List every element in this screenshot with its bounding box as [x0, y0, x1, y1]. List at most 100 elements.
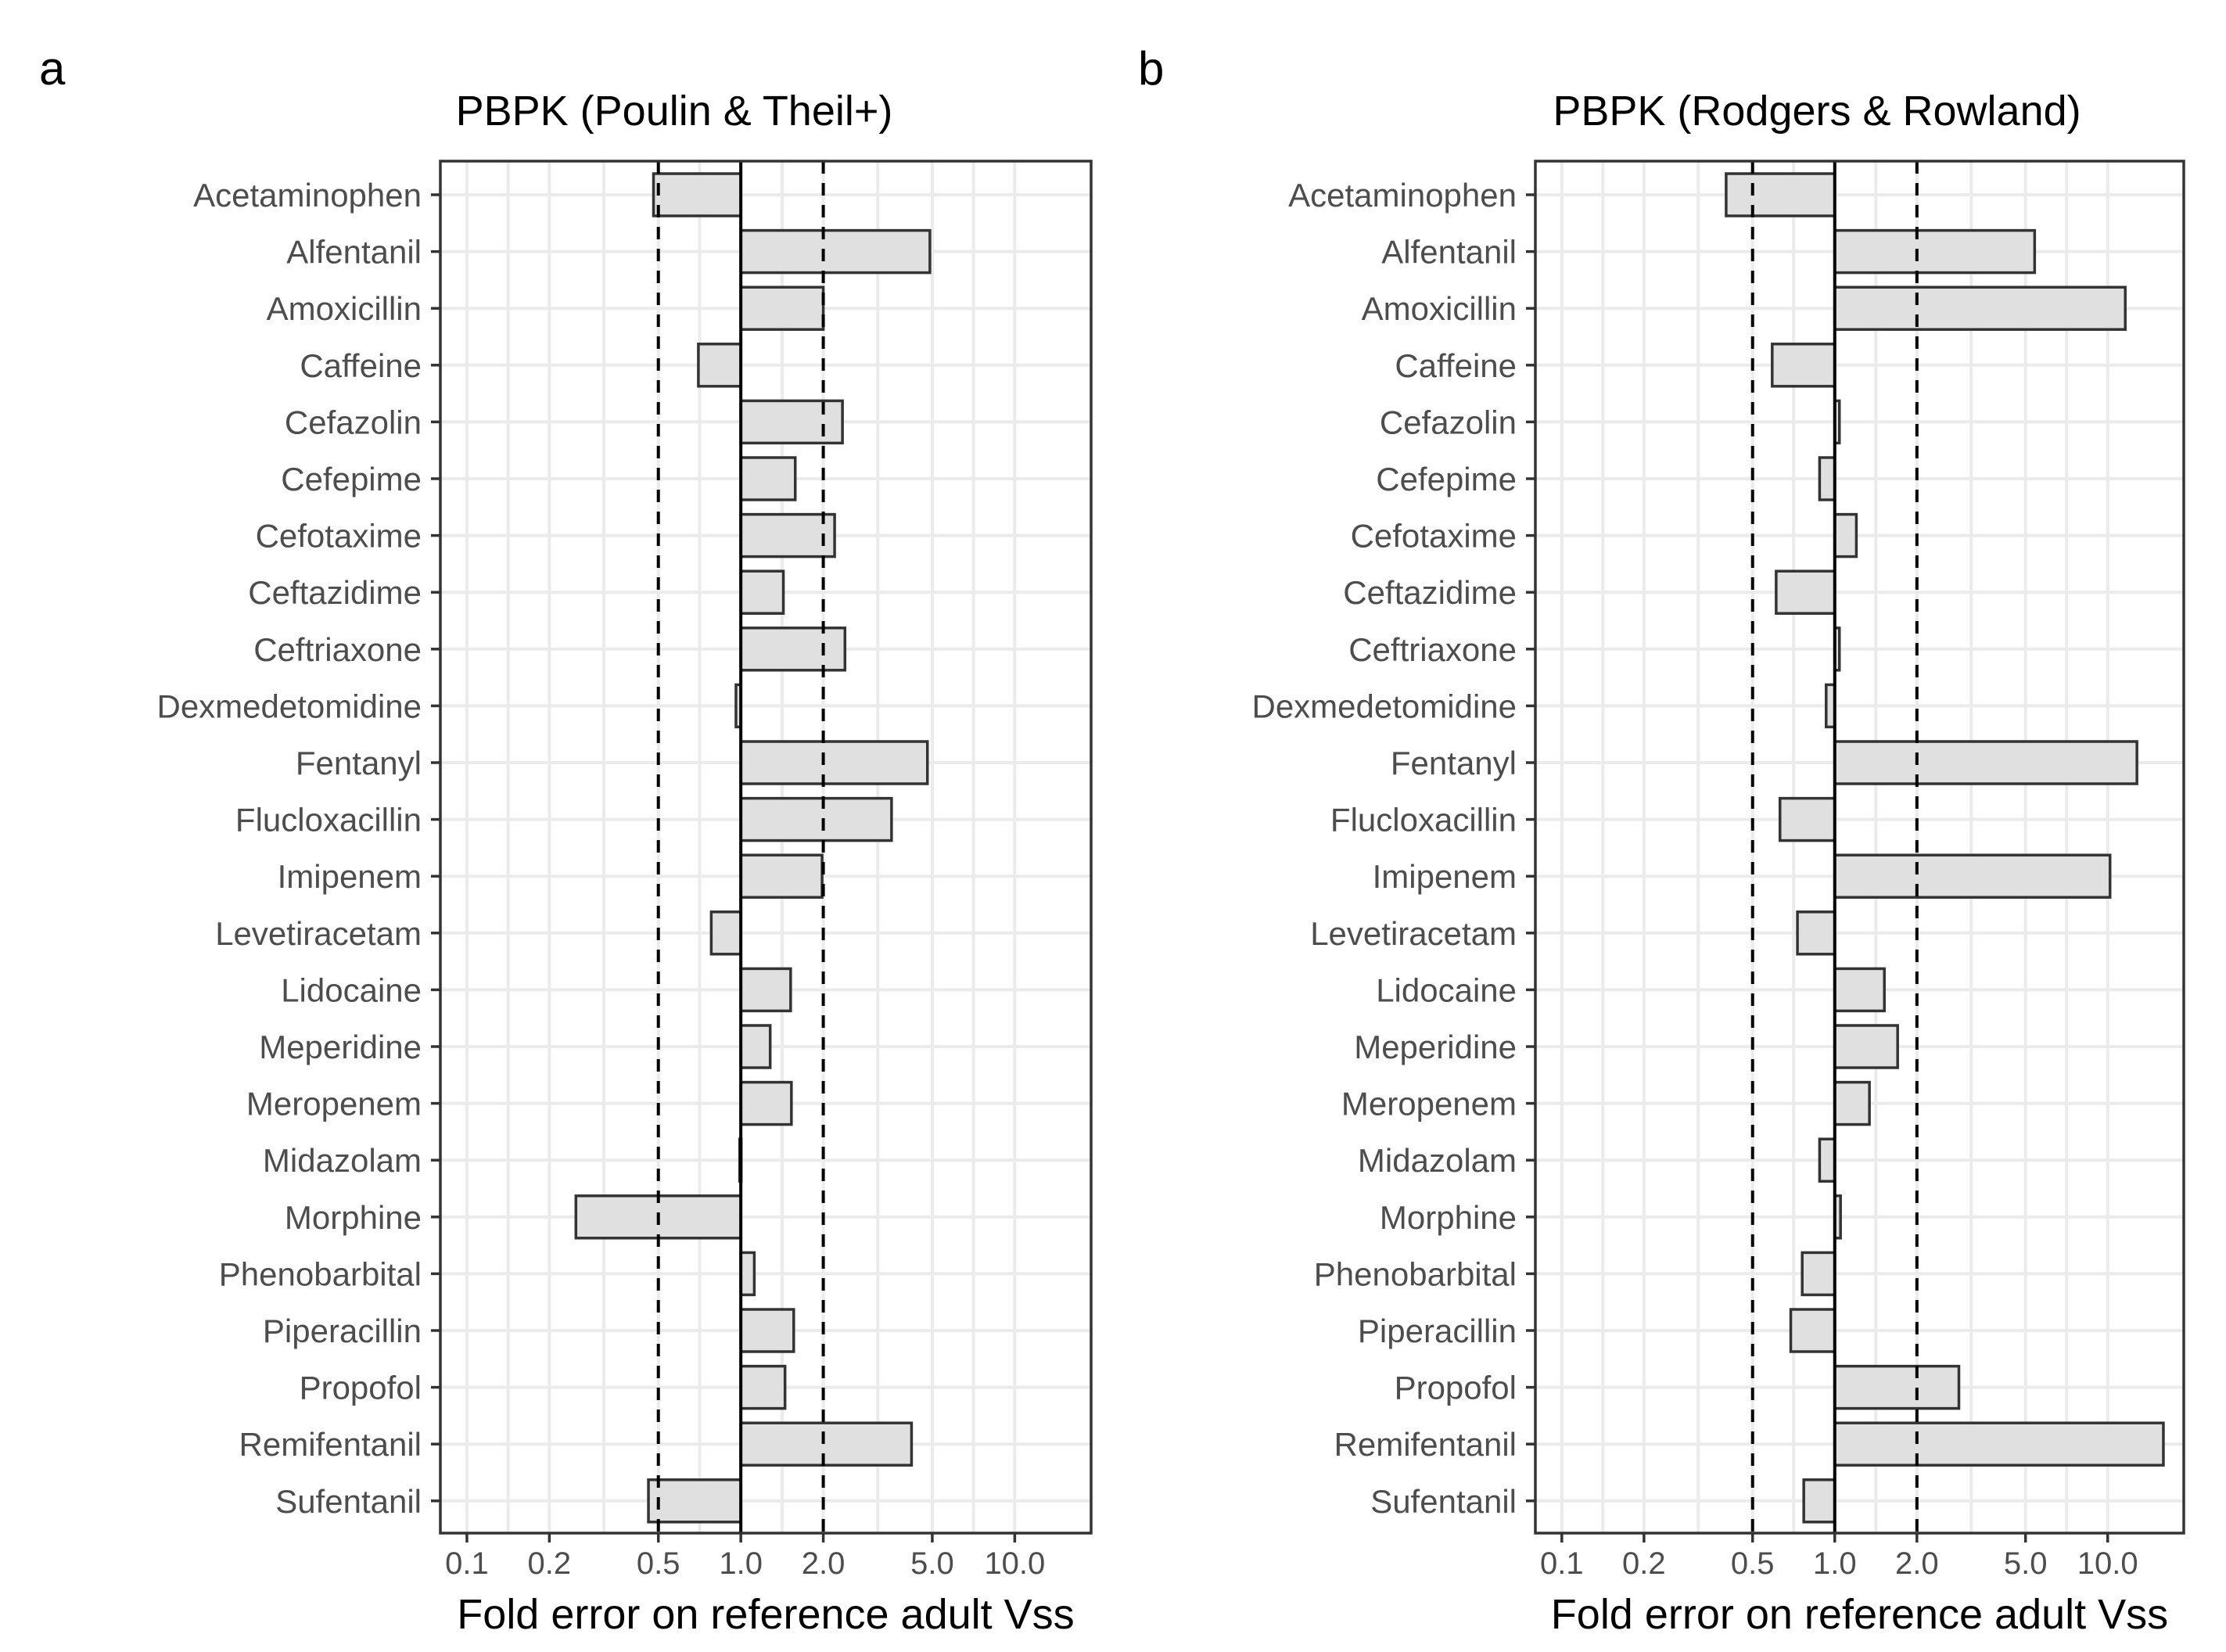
bar-propofol: [739, 1364, 787, 1410]
bar-propofol: [1833, 1364, 1961, 1410]
bar-fentanyl: [1833, 740, 2138, 785]
x-axis-title: Fold error on reference adult Vss: [1551, 1591, 2168, 1638]
y-tick-label: Phenobarbital: [1314, 1255, 1517, 1292]
bar-alfentanil: [1833, 228, 2037, 275]
panel-label: a: [39, 42, 66, 95]
y-tick-label: Imipenem: [1373, 858, 1517, 895]
x-tick-label: 0.2: [1622, 1546, 1666, 1581]
bar-amoxicillin: [1833, 286, 2127, 331]
y-tick-label: Piperacillin: [1358, 1313, 1517, 1349]
plot-frame: [439, 160, 1093, 1535]
y-tick-label: Remifentanil: [239, 1426, 422, 1463]
y-tick-label: Ceftazidime: [248, 574, 422, 611]
bar-imipenem: [739, 853, 824, 899]
y-tick-label: Cefepime: [1376, 461, 1517, 497]
x-tick-label: 0.2: [528, 1546, 572, 1581]
bar-ceftazidime: [739, 569, 785, 615]
y-tick-label: Flucloxacillin: [1330, 802, 1517, 839]
y-tick-label: Cefazolin: [1380, 404, 1517, 440]
y-tick-label: Amoxicillin: [1362, 290, 1517, 327]
y-tick-label: Cefazolin: [285, 404, 422, 440]
y-tick-label: Dexmedetomidine: [1251, 688, 1517, 724]
bar-remifentanil: [739, 1421, 914, 1467]
plot-frame: [1534, 160, 2185, 1535]
bar-acetaminophen: [652, 172, 742, 217]
y-tick-label: Cefepime: [281, 461, 422, 497]
y-tick-label: Ceftriaxone: [253, 631, 422, 668]
bar-meperidine: [1833, 1024, 1899, 1069]
y-tick-label: Piperacillin: [263, 1313, 422, 1349]
y-tick-label: Ceftriaxone: [1348, 631, 1517, 668]
bar-meropenem: [1833, 1080, 1871, 1126]
y-tick-label: Propofol: [300, 1370, 422, 1406]
y-tick-label: Alfentanil: [1381, 234, 1517, 271]
y-tick-label: Meropenem: [246, 1086, 422, 1122]
y-tick-label: Ceftazidime: [1343, 574, 1517, 611]
y-tick-label: Cefotaxime: [1351, 518, 1517, 555]
x-tick-label: 1.0: [1813, 1546, 1857, 1581]
bar-imipenem: [1833, 853, 2112, 899]
y-tick-label: Midazolam: [1358, 1142, 1517, 1179]
bar-lidocaine: [739, 967, 792, 1013]
bar-midazolam: [1818, 1137, 1836, 1183]
x-tick-label: 5.0: [910, 1546, 954, 1581]
bar-flucloxacillin: [739, 796, 893, 842]
bar-phenobarbital: [739, 1251, 756, 1297]
bar-acetaminophen: [1725, 172, 1836, 217]
y-tick-label: Dexmedetomidine: [156, 688, 422, 724]
y-tick-label: Flucloxacillin: [235, 802, 422, 839]
y-tick-label: Levetiracetam: [1310, 915, 1517, 952]
bar-fentanyl: [739, 740, 929, 785]
bar-meperidine: [739, 1024, 772, 1069]
x-tick-label: 0.1: [1540, 1546, 1584, 1581]
y-tick-label: Remifentanil: [1334, 1426, 1517, 1463]
y-tick-label: Caffeine: [300, 347, 422, 384]
x-tick-label: 0.1: [445, 1546, 489, 1581]
x-tick-label: 2.0: [802, 1546, 846, 1581]
y-tick-label: Morphine: [285, 1199, 422, 1236]
bar-remifentanil: [1833, 1421, 2165, 1467]
bar-piperacillin: [1789, 1308, 1836, 1353]
y-tick-label: Fentanyl: [1391, 745, 1517, 781]
y-tick-label: Levetiracetam: [215, 915, 422, 952]
y-tick-label: Sufentanil: [275, 1483, 422, 1520]
y-tick-label: Meropenem: [1341, 1086, 1517, 1122]
y-tick-label: Fentanyl: [296, 745, 422, 781]
bar-meropenem: [739, 1080, 793, 1126]
x-tick-label: 1.0: [719, 1546, 763, 1581]
x-axis-title: Fold error on reference adult Vss: [457, 1591, 1074, 1638]
bar-ceftazidime: [1775, 569, 1836, 615]
x-tick-label: 10.0: [2077, 1546, 2138, 1581]
bar-cefotaxime: [739, 512, 836, 558]
bar-cefazolin: [739, 399, 844, 445]
bar-cefepime: [739, 456, 797, 501]
y-tick-label: Propofol: [1395, 1370, 1517, 1406]
chart-title: PBPK (Poulin & Theil+): [456, 88, 893, 135]
y-tick-label: Morphine: [1380, 1199, 1517, 1236]
bar-levetiracetam: [1796, 910, 1836, 956]
bar-cefotaxime: [1833, 512, 1858, 558]
panel-b: b PBPK (Rodgers & Rowland) Acetaminophen Al…: [1138, 42, 2185, 1638]
y-tick-label: Lidocaine: [281, 971, 422, 1008]
x-tick-label: 5.0: [2004, 1546, 2048, 1581]
bar-lidocaine: [1833, 967, 1886, 1013]
x-tick-label: 0.5: [1731, 1546, 1775, 1581]
bar-alfentanil: [739, 228, 932, 275]
y-tick-label: Alfentanil: [286, 234, 422, 271]
bar-sufentanil: [647, 1478, 742, 1524]
bar-ceftriaxone: [739, 627, 847, 672]
panel-a: a PBPK (Poulin & Theil+) Acetaminophen Alfe…: [39, 42, 1093, 1638]
y-tick-label: Sufentanil: [1370, 1483, 1517, 1520]
chart-title: PBPK (Rodgers & Rowland): [1553, 88, 2081, 135]
bar-sufentanil: [1802, 1478, 1836, 1524]
bar-cefepime: [1818, 456, 1836, 501]
y-tick-label: Acetaminophen: [193, 177, 422, 214]
bar-piperacillin: [739, 1308, 795, 1353]
y-tick-label: Lidocaine: [1376, 971, 1517, 1008]
y-tick-label: Cefotaxime: [256, 518, 422, 555]
bar-caffeine: [1771, 343, 1836, 388]
bar-phenobarbital: [1801, 1251, 1836, 1297]
bar-flucloxacillin: [1779, 796, 1836, 842]
y-tick-label: Imipenem: [278, 858, 422, 895]
